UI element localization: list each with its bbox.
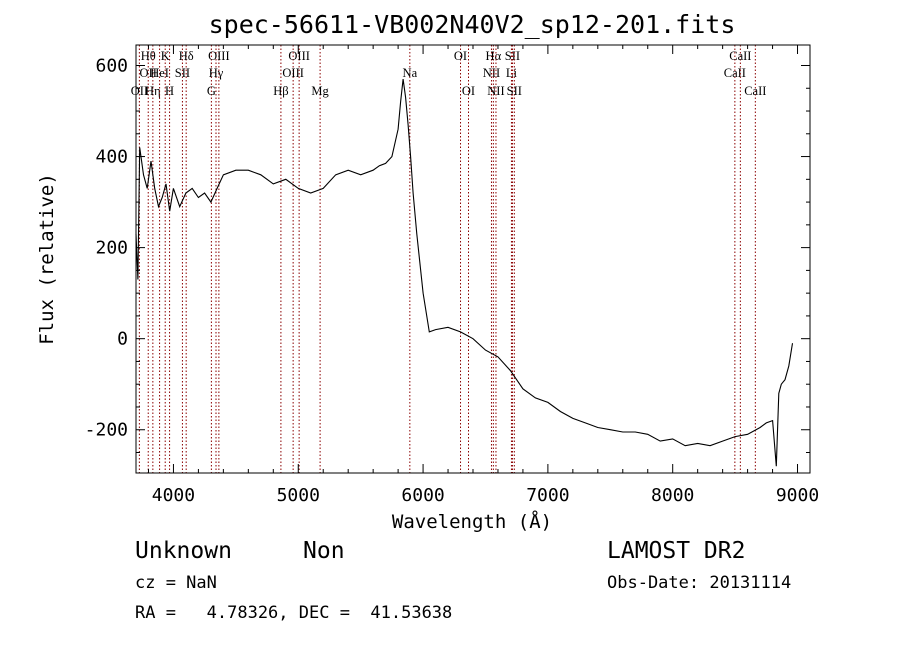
line-label-20-0: NII: [487, 84, 504, 98]
line-label-19-0: Hα: [486, 49, 502, 63]
line-label-3-0: HeI: [150, 66, 169, 80]
x-tick-label: 7000: [526, 485, 569, 506]
survey-label: LAMOST DR2: [607, 538, 746, 564]
x-tick-label: 4000: [152, 485, 195, 506]
line-label-14-0: Mg: [311, 84, 329, 98]
y-tick-label: 0: [117, 329, 128, 350]
line-label-16-0: OI: [454, 49, 467, 63]
y-axis: -200 0 200 400 600: [85, 55, 810, 454]
line-label-13-0: OIII: [288, 49, 310, 63]
line-label-4-0: K: [161, 49, 170, 63]
coordinates-label: RA = 4.78326, DEC = 41.53638: [135, 603, 453, 623]
line-label-8-0: G: [207, 84, 216, 98]
subclass-label: Non: [303, 538, 345, 564]
line-label-22-0: SII: [505, 49, 520, 63]
plot-frame: [135, 44, 811, 474]
line-label-24-0: CaII: [724, 66, 746, 80]
line-label-5-0: H: [165, 84, 174, 98]
x-axis: 4000 5000 6000 7000 8000 9000: [147, 45, 819, 506]
classification-label: Unknown: [135, 538, 232, 564]
line-label-1-0: Hθ: [141, 49, 156, 63]
line-label-6-0: SII: [175, 66, 190, 80]
line-label-18-0: NII: [483, 66, 500, 80]
y-tick-label: 200: [95, 238, 128, 259]
y-tick-label: 600: [95, 55, 128, 76]
spectral-line-markers: OIIHθOIIHηHeIKHSIIHδGHγOIIIHβOIIIOIIIMgN…: [131, 45, 766, 473]
line-label-10-0: OIII: [208, 49, 230, 63]
y-tick-label: -200: [85, 420, 128, 441]
line-label-26-0: CaII: [744, 84, 766, 98]
spectrum-series-line: [135, 79, 794, 467]
x-tick-label: 8000: [651, 485, 694, 506]
line-label-11-0: Hβ: [273, 84, 288, 98]
x-tick-label: 5000: [277, 485, 320, 506]
x-axis-label: Wavelength (Å): [392, 510, 552, 533]
line-label-7-0: Hδ: [179, 49, 194, 63]
line-label-2-0: Hη: [145, 84, 161, 98]
line-label-17-0: OI: [462, 84, 475, 98]
chart-title: spec-56611-VB002N40V2_sp12-201.fits: [209, 10, 736, 39]
line-label-0-0: OII: [131, 84, 148, 98]
line-label-25-0: CaII: [729, 49, 751, 63]
line-label-12-0: OIII: [282, 66, 304, 80]
line-label-9-0: Hγ: [209, 66, 224, 80]
x-tick-label: 9000: [776, 485, 819, 506]
line-label-21-0: Li: [506, 66, 518, 80]
y-tick-label: 400: [95, 147, 128, 168]
x-tick-label: 6000: [401, 485, 444, 506]
redshift-label: cz = NaN: [135, 573, 217, 593]
y-axis-label: Flux (relative): [36, 173, 58, 345]
line-label-15-0: Na: [403, 66, 418, 80]
line-label-23-0: SII: [507, 84, 522, 98]
obs-date-label: Obs-Date: 20131114: [607, 573, 792, 593]
